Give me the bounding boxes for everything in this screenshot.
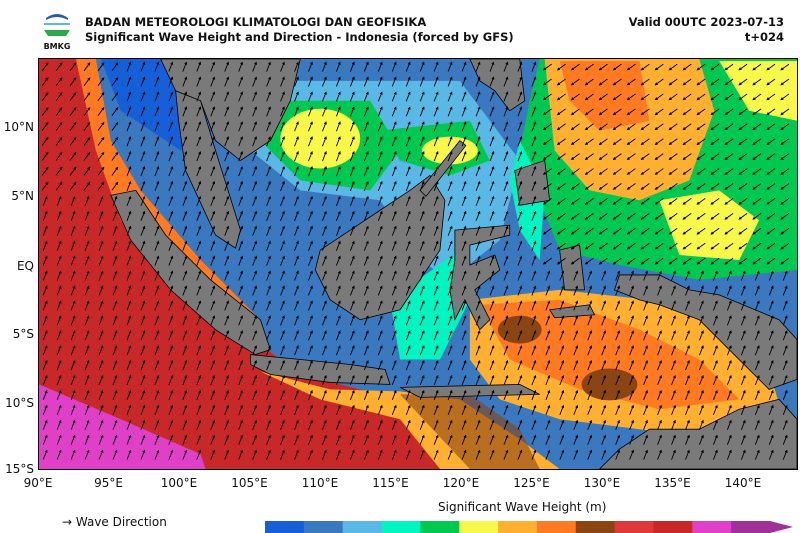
agency-name: BADAN METEOROLOGI KLIMATOLOGI DAN GEOFIS… <box>85 15 427 29</box>
colorbar-bin <box>692 521 732 533</box>
lon-label: 135°E <box>654 476 691 490</box>
wave-direction-arrows <box>41 61 790 460</box>
wave-height-map <box>38 58 798 470</box>
colorbar-bin <box>498 521 538 533</box>
colorbar-title: Significant Wave Height (m) <box>438 500 607 514</box>
colorbar-bin <box>536 521 577 533</box>
colorbar-bin <box>420 521 460 533</box>
sulawesi <box>449 224 511 331</box>
lon-label: 110°E <box>301 476 339 490</box>
lon-label: 120°E <box>442 476 480 490</box>
colorbar-bin <box>614 521 654 533</box>
lat-label-5n: 5°N <box>11 189 34 203</box>
lon-label: 95°E <box>94 476 123 490</box>
lon-label: 100°E <box>160 476 198 490</box>
lon-label: 90°E <box>23 476 53 490</box>
java <box>250 354 391 385</box>
colorbar-bin <box>303 521 344 533</box>
wave-direction-legend: → Wave Direction <box>62 515 167 529</box>
colorbar <box>265 521 793 533</box>
luzon <box>469 59 526 112</box>
borneo <box>314 174 446 321</box>
lead-time: t+024 <box>744 30 784 44</box>
lat-label-10s: 10°S <box>5 396 34 410</box>
malay-peninsula <box>175 90 241 249</box>
lon-label: 105°E <box>231 476 268 490</box>
lesser-sunda <box>399 384 540 398</box>
halmahera-maluku <box>548 244 596 319</box>
lat-label-15s: 15°S <box>5 462 34 476</box>
colorbar-bin <box>381 521 421 533</box>
lat-label-eq: EQ <box>16 259 34 273</box>
lon-label: 115°E <box>372 476 409 490</box>
colorbar-bin <box>265 521 305 533</box>
colorbar-bin <box>731 521 771 533</box>
svg-text:BMKG: BMKG <box>44 42 71 51</box>
australia <box>598 398 797 469</box>
lat-label-10n: 10°N <box>3 120 34 134</box>
colorbar-bin <box>459 521 499 533</box>
colorbar-bin <box>342 521 383 533</box>
header: BMKG BADAN METEOROLOGI KLIMATOLOGI DAN G… <box>0 0 800 58</box>
valid-time: Valid 00UTC 2023-07-13 <box>628 15 784 29</box>
lon-label: 140°E <box>724 476 762 490</box>
colorbar-extend-arrow <box>770 521 793 533</box>
colorbar-bin <box>575 521 616 533</box>
land <box>110 59 797 469</box>
lon-label: 130°E <box>583 476 621 490</box>
lat-label-5s: 5°S <box>12 327 34 341</box>
lon-label: 125°E <box>513 476 550 490</box>
palawan <box>419 140 467 197</box>
wave-height-fields <box>39 59 797 469</box>
map-title: Significant Wave Height and Direction - … <box>85 30 514 44</box>
bmkg-logo: BMKG <box>44 14 71 51</box>
colorbar-bin <box>653 521 693 533</box>
